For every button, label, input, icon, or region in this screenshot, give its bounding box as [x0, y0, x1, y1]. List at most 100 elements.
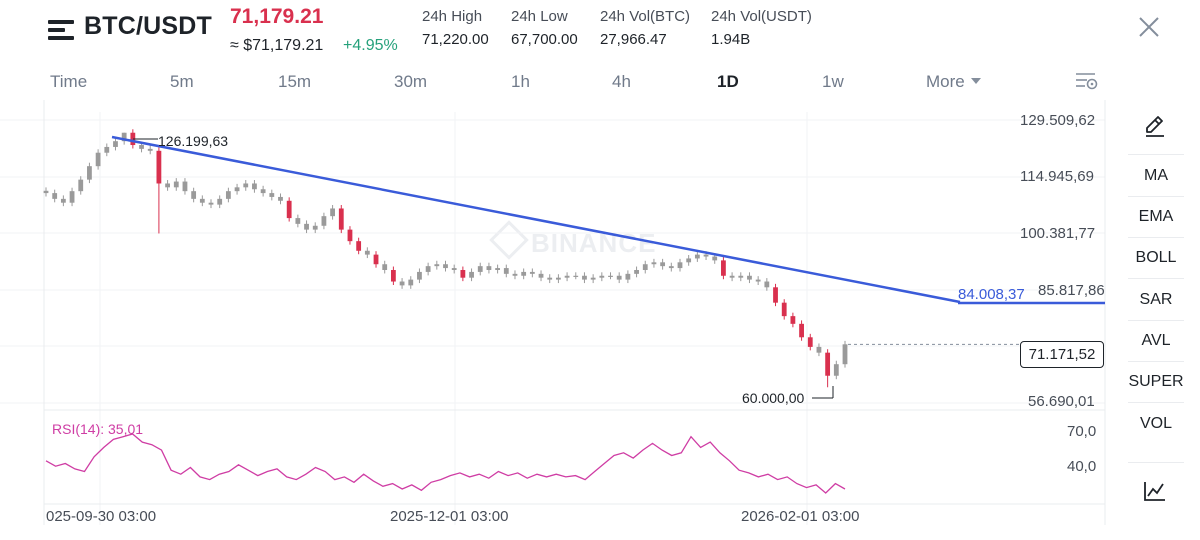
tab-5m[interactable]: 5m: [170, 72, 194, 91]
candle-body: [521, 271, 527, 276]
candle-body: [156, 150, 162, 184]
candle-body: [729, 275, 735, 278]
stat-value-vol-btc: 27,966.47: [600, 31, 667, 48]
candle-body: [373, 254, 379, 265]
candle-body: [495, 268, 501, 270]
indicator-vol[interactable]: VOL: [1139, 415, 1172, 432]
more-intervals-button[interactable]: More: [926, 72, 981, 92]
trendline: [111, 135, 961, 304]
candle-body: [364, 250, 370, 255]
candle-body: [78, 179, 84, 192]
candle-body: [356, 241, 362, 251]
stat-value-high: 71,220.00: [422, 31, 489, 48]
candle-body: [547, 277, 553, 280]
candle-body: [721, 260, 726, 276]
candle-body: [651, 262, 657, 265]
stat-label-high: 24h High: [422, 8, 483, 25]
stat-label-low: 24h Low: [511, 8, 568, 25]
candle-body: [460, 269, 466, 278]
candle-body: [790, 316, 796, 324]
candle-body: [338, 208, 344, 230]
candle-body: [121, 132, 127, 142]
candle-body: [556, 277, 561, 280]
x-axis-label: 2026-02-01 03:00: [741, 508, 860, 525]
candle-body: [52, 193, 58, 199]
candle-body: [503, 268, 509, 274]
candle-body: [642, 264, 648, 270]
indicator-sar[interactable]: SAR: [1139, 291, 1173, 308]
candle-body: [139, 145, 144, 149]
candle-body: [208, 202, 214, 205]
candle-body: [573, 275, 579, 277]
chart-settings-icon[interactable]: [1075, 70, 1099, 92]
indicator-boll[interactable]: BOLL: [1135, 249, 1177, 266]
candle-body: [382, 264, 388, 270]
candle-body: [69, 191, 75, 203]
rsi-level-70: 70,0: [1067, 423, 1097, 440]
y-axis-label: 114.945,69: [1020, 168, 1094, 185]
candle-body: [104, 146, 110, 153]
candle-body: [686, 258, 692, 263]
candle-body: [295, 218, 301, 224]
candle-body: [668, 266, 674, 269]
last-price: 71,179.21: [230, 5, 324, 28]
candle-body: [399, 281, 405, 286]
candle-body: [443, 264, 448, 269]
tab-30m[interactable]: 30m: [394, 72, 428, 91]
toolbar-divider: [1128, 196, 1184, 197]
tab-1d[interactable]: 1D: [717, 72, 739, 91]
candle-body: [286, 200, 292, 219]
candle-body: [113, 141, 118, 147]
tab-1w[interactable]: 1w: [822, 72, 844, 91]
chart-overlay: [111, 135, 1105, 399]
candle-body: [469, 271, 474, 278]
candle-body: [60, 198, 66, 203]
candle-body: [165, 183, 170, 188]
candle-body: [225, 191, 231, 199]
y-axis-label: 100.381,77: [1020, 225, 1096, 242]
candle-body: [43, 190, 49, 194]
candle-body: [512, 273, 518, 276]
candle-body: [147, 148, 153, 151]
price-chart[interactable]: [0, 100, 1110, 530]
rsi-indicator-label[interactable]: RSI(14): 35,01: [52, 421, 144, 437]
stat-label-vol-btc: 24h Vol(BTC): [600, 8, 691, 25]
toolbar-divider: [1128, 278, 1184, 279]
tab-15m[interactable]: 15m: [278, 72, 312, 91]
indicator-avl[interactable]: AVL: [1141, 332, 1171, 349]
candle-body: [417, 271, 422, 280]
candle-body: [191, 191, 197, 199]
close-icon[interactable]: [1138, 16, 1160, 38]
toolbar-divider: [1128, 237, 1184, 238]
candle-body: [781, 302, 787, 317]
tab-time[interactable]: Time: [50, 72, 88, 91]
candle-body: [660, 262, 666, 267]
candles: [43, 129, 848, 388]
candle-body: [451, 268, 457, 270]
current-price-tag: 71.171,52: [1020, 341, 1104, 368]
pencil-icon[interactable]: [1143, 114, 1167, 138]
candle-body: [816, 346, 822, 353]
trading-pair[interactable]: BTC/USDT: [84, 12, 212, 40]
candle-body: [833, 364, 839, 376]
candle-body: [87, 166, 92, 180]
tab-1h[interactable]: 1h: [511, 72, 530, 91]
candle-body: [564, 275, 570, 278]
toolbar-divider: [1128, 320, 1184, 321]
candle-body: [608, 275, 613, 277]
indicator-ema[interactable]: EMA: [1138, 208, 1174, 225]
chart-type-icon[interactable]: [1143, 480, 1167, 502]
candle-body: [130, 132, 136, 146]
indicator-ma[interactable]: MA: [1144, 167, 1168, 184]
indicator-super[interactable]: SUPER: [1128, 373, 1184, 390]
menu-icon[interactable]: [48, 20, 74, 40]
toolbar-divider: [1128, 402, 1184, 403]
candle-body: [304, 223, 309, 230]
stat-value-vol-usdt: 1.94B: [711, 31, 751, 48]
tab-4h[interactable]: 4h: [612, 72, 631, 91]
candle-body: [408, 279, 414, 286]
toolbar-divider: [1128, 361, 1184, 362]
candle-body: [321, 216, 327, 226]
candle-body: [425, 266, 431, 272]
candle-body: [269, 193, 275, 197]
